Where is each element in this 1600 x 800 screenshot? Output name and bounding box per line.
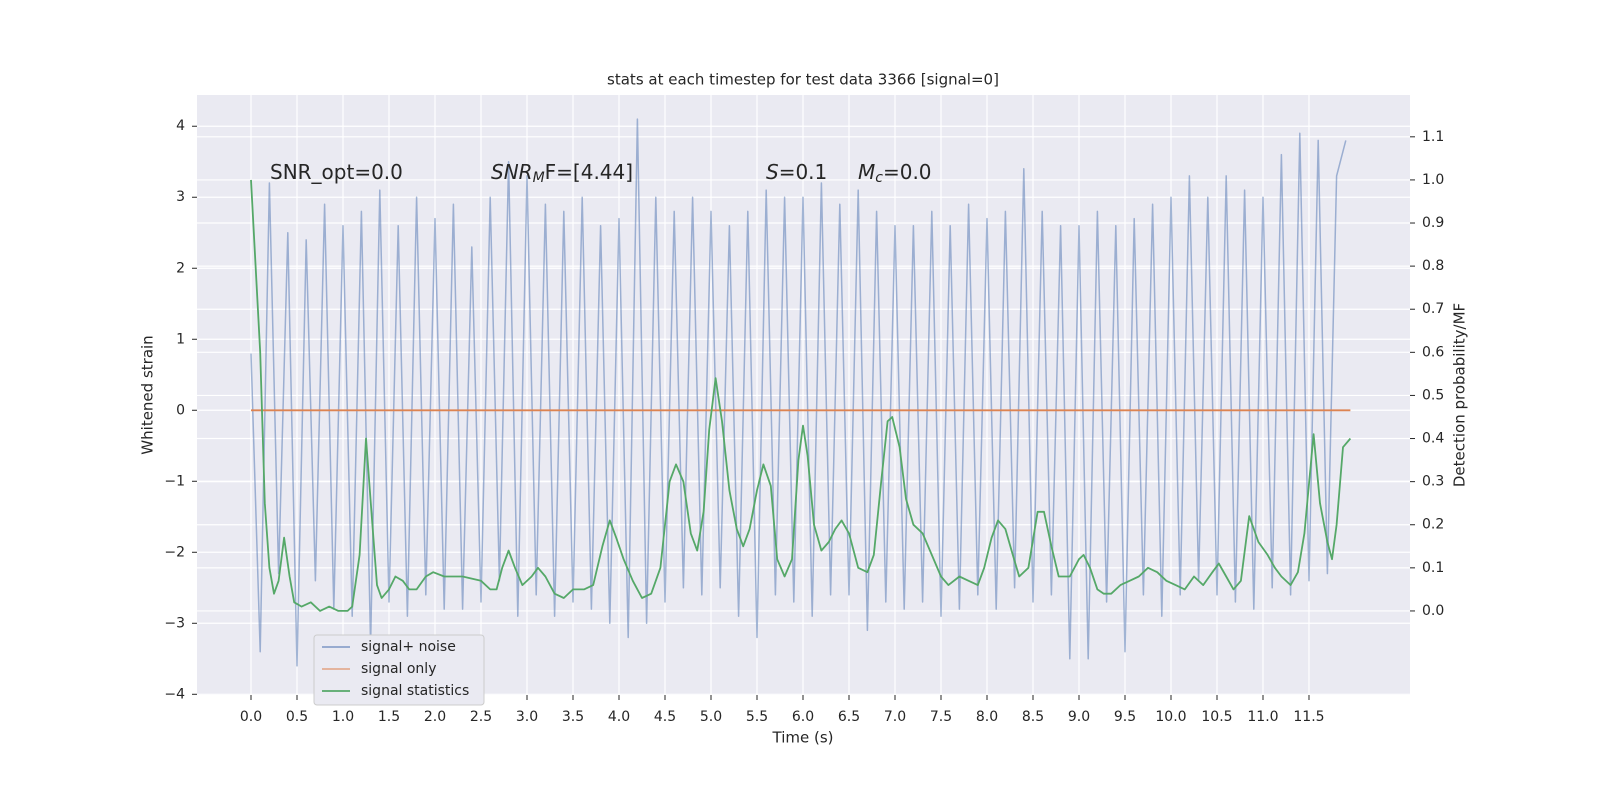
legend-label: signal only xyxy=(361,661,436,677)
x-tick-label: 10.0 xyxy=(1155,709,1186,725)
annotation-part: c xyxy=(875,170,883,186)
x-tick-label: 7.5 xyxy=(930,709,952,725)
series-line xyxy=(250,118,1347,667)
annotation: SNR_opt=0.0 xyxy=(270,160,403,184)
x-tick-label: 2.5 xyxy=(470,709,492,725)
annotation: SNRMF=[4.44] xyxy=(491,160,633,187)
x-tick-label: 5.5 xyxy=(746,709,768,725)
x-tick-label: 8.0 xyxy=(976,709,998,725)
annotation: S=0.1 xyxy=(766,160,827,184)
y-tick-label: 0 xyxy=(176,402,185,418)
x-tick-label: 2.0 xyxy=(424,709,446,725)
y-tick-label: 4 xyxy=(176,118,185,134)
x-tick-label: 10.5 xyxy=(1201,709,1232,725)
y2-tick-label: 0.4 xyxy=(1422,431,1444,447)
annotation-part: SNR_opt=0.0 xyxy=(270,160,403,184)
y2-tick-label: 1.1 xyxy=(1422,129,1444,145)
x-tick-label: 5.0 xyxy=(700,709,722,725)
x-tick-label: 0.5 xyxy=(286,709,308,725)
y2-tick-label: 0.7 xyxy=(1422,301,1444,317)
annotation-part: S xyxy=(766,160,779,184)
x-tick-label: 3.0 xyxy=(516,709,538,725)
legend-box xyxy=(313,634,485,706)
y2-tick-label: 0.1 xyxy=(1422,560,1444,576)
y2-tick-label: 0.6 xyxy=(1422,344,1444,360)
legend-label: signal+ noise xyxy=(361,639,456,655)
x-tick-label: 4.5 xyxy=(654,709,676,725)
y2-tick-label: 0.8 xyxy=(1422,258,1444,274)
y2-tick-label: 0.9 xyxy=(1422,215,1444,231)
legend: signal+ noise signal only signal statistic… xyxy=(313,634,485,706)
y2-tick-label: 0.0 xyxy=(1422,603,1444,619)
y-tick-label: 1 xyxy=(176,331,185,347)
chart-title: stats at each timestep for test data 336… xyxy=(607,71,999,89)
grid xyxy=(197,95,1410,695)
x-tick-label: 4.0 xyxy=(608,709,630,725)
x-tick-label: 1.5 xyxy=(378,709,400,725)
x-tick-label: 11.5 xyxy=(1293,709,1324,725)
x-tick-label: 9.5 xyxy=(1114,709,1136,725)
legend-label: signal statistics xyxy=(361,683,469,699)
annotation-part: =0.1 xyxy=(779,160,828,184)
x-tick-label: 6.5 xyxy=(838,709,860,725)
x-tick-label: 3.5 xyxy=(562,709,584,725)
x-tick-label: 7.0 xyxy=(884,709,906,725)
y-tick-label: 2 xyxy=(176,260,185,276)
y2-tick-label: 0.2 xyxy=(1422,517,1444,533)
x-tick-label: 9.0 xyxy=(1068,709,1090,725)
x-tick-label: 0.0 xyxy=(240,709,262,725)
y2-tick-label: 1.0 xyxy=(1422,172,1444,188)
y2-tick-label: 0.3 xyxy=(1422,474,1444,490)
x-axis-label: Time (s) xyxy=(772,729,834,747)
annotation-part: SNR xyxy=(491,160,533,184)
annotation-part: =0.0 xyxy=(883,160,932,184)
annotation: Mc=0.0 xyxy=(858,160,932,187)
y2-axis-label: Detection probability/MF xyxy=(1451,303,1469,487)
y-tick-label: −4 xyxy=(164,686,185,702)
x-tick-label: 1.0 xyxy=(332,709,354,725)
annotation-part: F=[4.44] xyxy=(545,160,633,184)
y-tick-label: −1 xyxy=(164,473,185,489)
annotation-part: M xyxy=(533,170,545,186)
series-line xyxy=(250,179,1352,612)
y-tick-label: −3 xyxy=(164,615,185,631)
y-tick-label: 3 xyxy=(176,189,185,205)
y-tick-label: −2 xyxy=(164,544,185,560)
x-tick-label: 11.0 xyxy=(1247,709,1278,725)
y2-tick-label: 0.5 xyxy=(1422,387,1444,403)
x-tick-label: 6.0 xyxy=(792,709,814,725)
y-axis-label: Whitened strain xyxy=(139,335,157,454)
annotation-part: M xyxy=(858,160,875,184)
x-tick-label: 8.5 xyxy=(1022,709,1044,725)
